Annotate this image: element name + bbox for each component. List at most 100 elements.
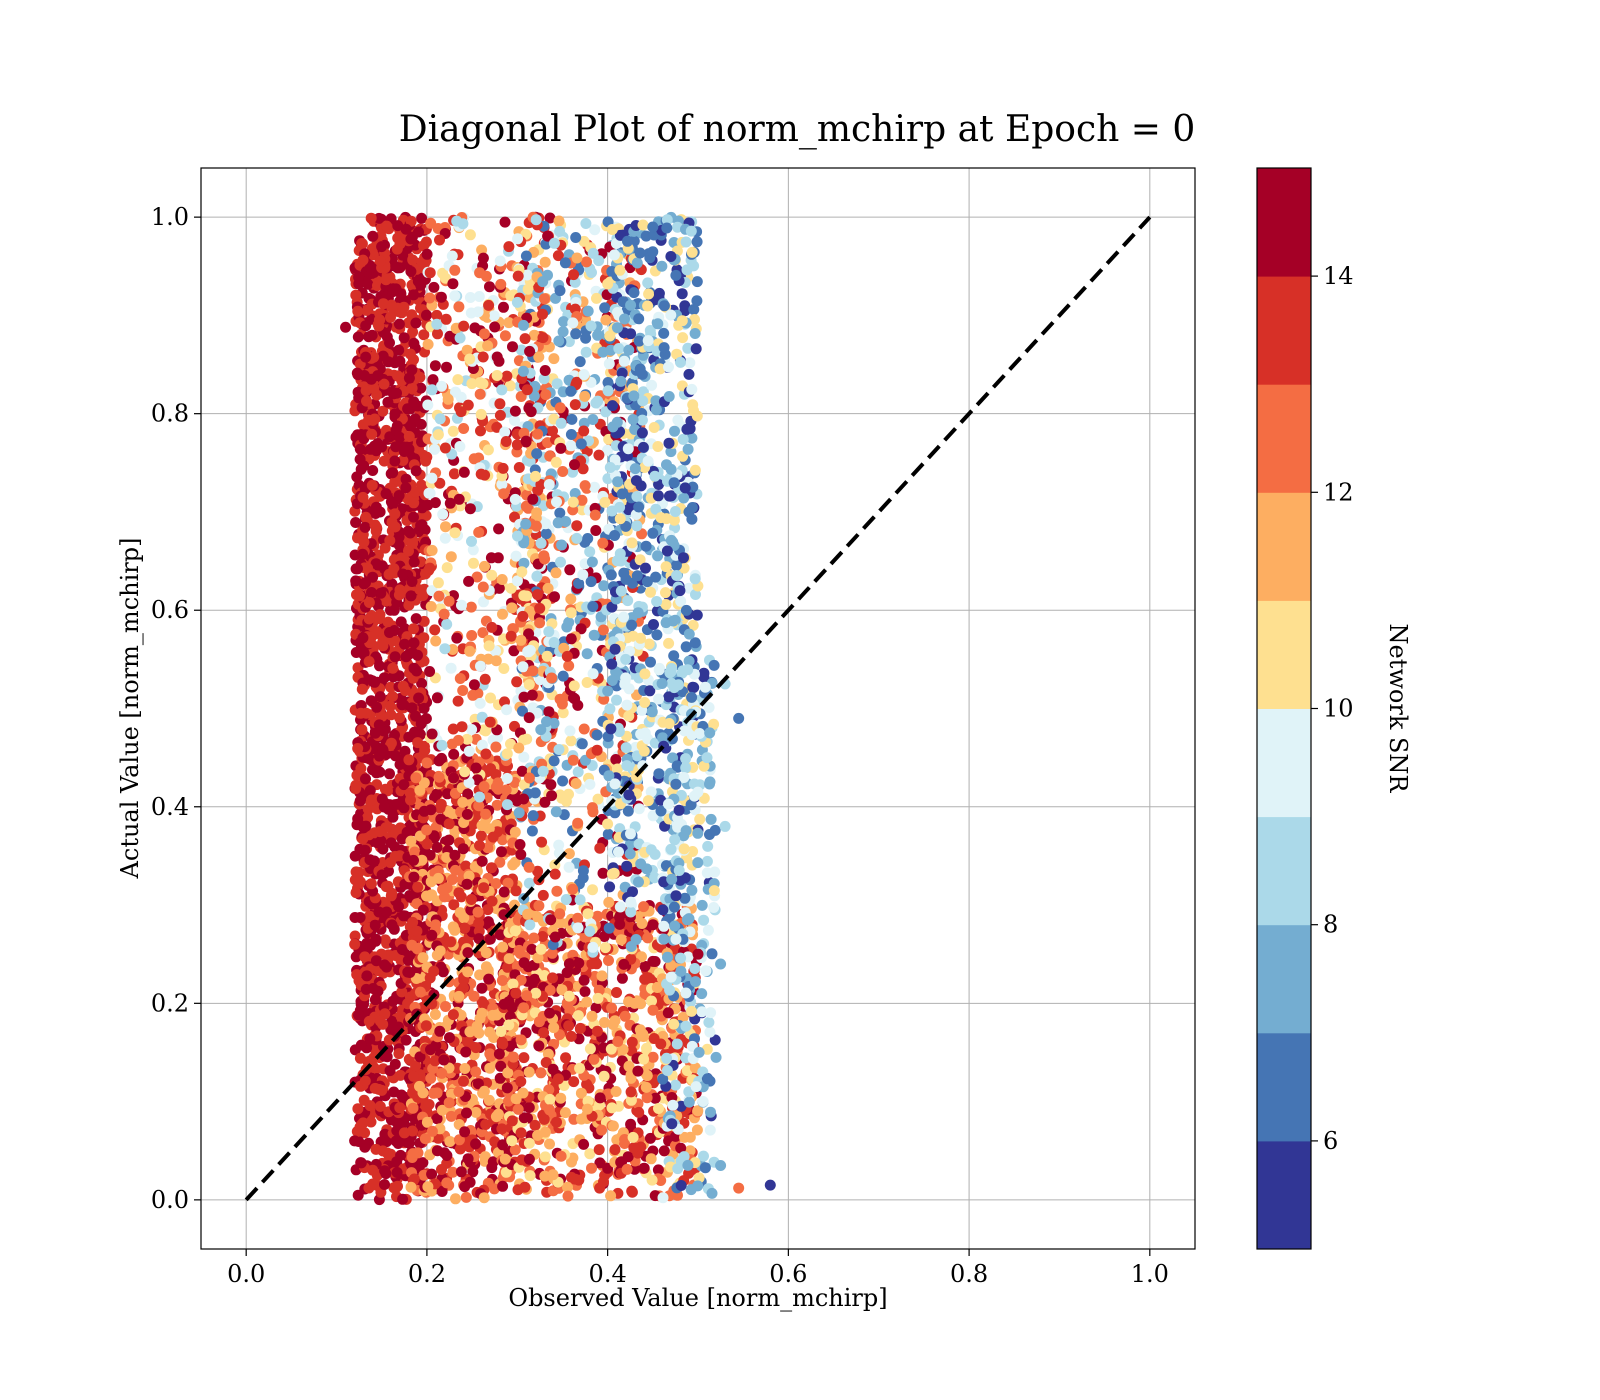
scatter-point (557, 466, 569, 477)
scatter-point (550, 456, 562, 468)
scatter-point (501, 799, 513, 811)
scatter-point (424, 666, 436, 677)
scatter-point (445, 936, 457, 948)
scatter-point (641, 1092, 653, 1104)
scatter-point (440, 313, 452, 325)
scatter-point (406, 382, 418, 394)
scatter-point (565, 440, 577, 452)
scatter-point (361, 937, 373, 949)
scatter-point (353, 271, 365, 283)
scatter-point (521, 733, 533, 745)
scatter-point (443, 834, 455, 846)
scatter-point (553, 744, 565, 755)
scatter-point (497, 1180, 509, 1192)
scatter-point (428, 965, 440, 977)
scatter-point (539, 1151, 551, 1163)
scatter-point (587, 601, 599, 612)
scatter-point (538, 1027, 550, 1039)
scatter-point (490, 878, 502, 889)
scatter-point (477, 252, 489, 264)
scatter-point (403, 599, 415, 611)
scatter-point (417, 952, 429, 964)
scatter-point (637, 1031, 649, 1042)
scatter-point (553, 839, 565, 851)
scatter-point (609, 1015, 621, 1027)
scatter-point (515, 1076, 527, 1087)
scatter-point (502, 877, 514, 889)
scatter-point (472, 306, 484, 318)
scatter-point (511, 296, 523, 308)
scatter-point (398, 446, 410, 457)
scatter-point (352, 305, 364, 317)
scatter-point (363, 656, 375, 667)
scatter-point (360, 820, 372, 832)
scatter-point (472, 906, 484, 918)
scatter-point (356, 238, 368, 250)
scatter-point (547, 1169, 559, 1181)
scatter-point (350, 575, 362, 587)
scatter-point (523, 1153, 535, 1165)
scatter-point (662, 1007, 674, 1019)
scatter-point (612, 1036, 624, 1047)
scatter-point (465, 894, 477, 905)
scatter-point (394, 1069, 406, 1081)
scatter-point (497, 1038, 509, 1050)
scatter-point (487, 831, 499, 843)
scatter-point (431, 1113, 443, 1125)
scatter-point (507, 341, 518, 353)
scatter-point (423, 487, 435, 499)
scatter-point (514, 839, 526, 850)
scatter-point (551, 496, 562, 508)
scatter-point (549, 591, 560, 603)
scatter-point (385, 837, 397, 849)
scatter-point (363, 1182, 375, 1194)
scatter-point (571, 252, 583, 264)
scatter-point (482, 340, 494, 352)
scatter-point (535, 537, 547, 549)
scatter-point (473, 526, 485, 538)
scatter-point (396, 699, 408, 711)
scatter-point (359, 844, 371, 856)
scatter-point (526, 689, 538, 701)
scatter-point (391, 387, 402, 399)
scatter-point (351, 969, 363, 981)
scatter-point (614, 901, 626, 913)
scatter-point (456, 721, 468, 733)
scatter-point (429, 443, 441, 455)
scatter-point (554, 402, 566, 414)
scatter-point (421, 890, 432, 902)
scatter-point (582, 305, 594, 317)
scatter-point (470, 1066, 482, 1078)
scatter-point (496, 574, 508, 585)
scatter-point (572, 766, 584, 778)
scatter-point (360, 351, 372, 363)
scatter-point (571, 532, 583, 544)
scatter-point (480, 1119, 492, 1130)
scatter-point (584, 1043, 596, 1055)
scatter-point (400, 651, 412, 663)
scatter-point (642, 932, 654, 944)
scatter-point (511, 676, 523, 688)
scatter-point (580, 332, 592, 344)
scatter-point (524, 919, 536, 931)
scatter-point (363, 597, 375, 608)
scatter-point (416, 212, 428, 224)
scatter-point (397, 1193, 409, 1205)
scatter-point (538, 550, 550, 562)
scatter-point (480, 961, 492, 973)
scatter-point (426, 1125, 438, 1137)
scatter-point (458, 1075, 469, 1087)
scatter-point (559, 257, 571, 269)
scatter-point (523, 772, 535, 784)
scatter-point (412, 881, 424, 893)
y-tick-label: 0.2 (151, 989, 189, 1017)
scatter-point (392, 1180, 403, 1192)
scatter-point (467, 1166, 479, 1178)
scatter-point (407, 1125, 418, 1137)
scatter-point (414, 784, 426, 796)
scatter-point (431, 841, 443, 853)
scatter-point (451, 632, 463, 644)
scatter-point (499, 426, 511, 438)
scatter-point (393, 1048, 405, 1060)
scatter-point (531, 507, 543, 519)
